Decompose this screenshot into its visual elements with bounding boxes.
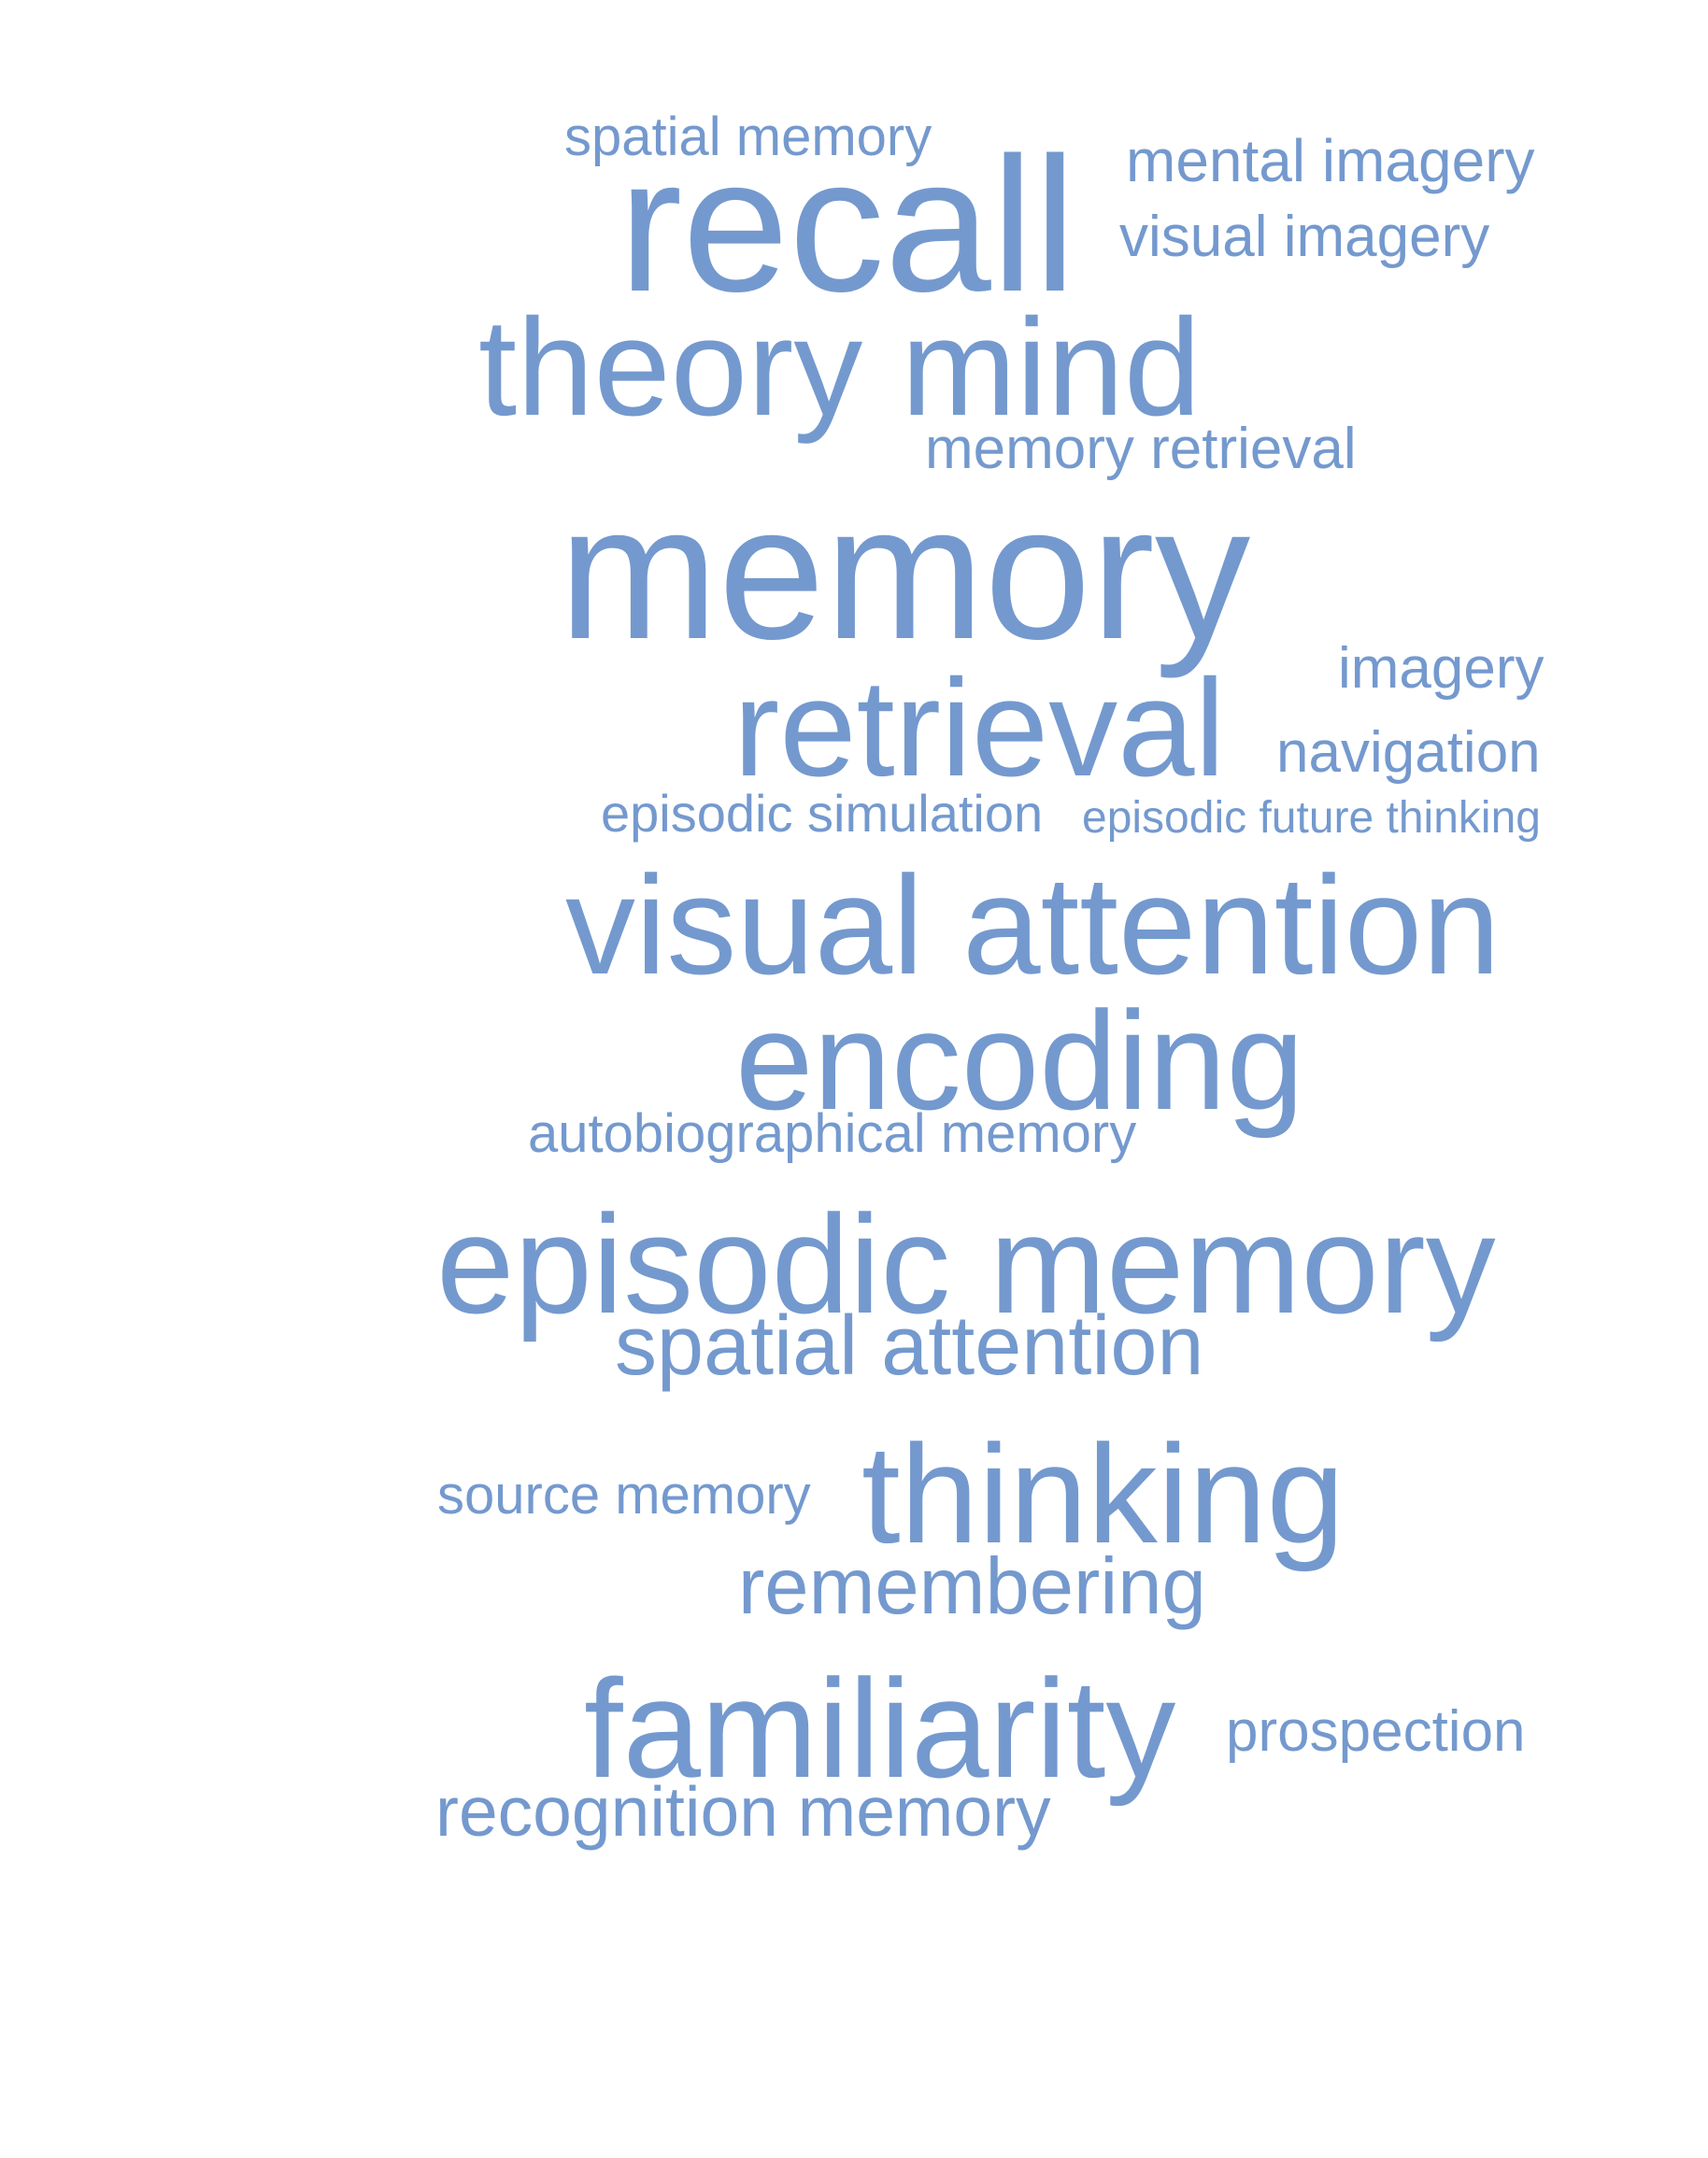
word-memory-retrieval: memory retrieval bbox=[925, 417, 1357, 481]
word-prospection: prospection bbox=[1226, 1699, 1526, 1764]
word-thinking: thinking bbox=[861, 1415, 1345, 1572]
word-visual-imagery: visual imagery bbox=[1119, 205, 1490, 269]
word-mental-imagery: mental imagery bbox=[1126, 127, 1535, 194]
word-spatial-memory: spatial memory bbox=[564, 106, 932, 167]
word-episodic-simulation: episodic simulation bbox=[601, 784, 1044, 843]
word-spatial-attention: spatial attention bbox=[615, 1299, 1204, 1393]
word-recall: recall bbox=[619, 118, 1076, 332]
word-visual-attention: visual attention bbox=[565, 846, 1501, 1003]
word-episodic-memory: episodic memory bbox=[436, 1185, 1496, 1342]
word-episodic-future-thinking: episodic future thinking bbox=[1082, 793, 1541, 843]
word-theory-mind: theory mind bbox=[478, 291, 1202, 445]
word-navigation: navigation bbox=[1276, 720, 1541, 785]
word-autobiographical-memory: autobiographical memory bbox=[528, 1103, 1137, 1164]
word-remembering: remembering bbox=[738, 1542, 1206, 1631]
word-recognition-memory: recognition memory bbox=[435, 1772, 1051, 1851]
word-source-memory: source memory bbox=[437, 1465, 811, 1526]
word-encoding: encoding bbox=[735, 982, 1304, 1139]
word-memory: memory bbox=[559, 465, 1251, 679]
word-retrieval: retrieval bbox=[733, 651, 1226, 805]
word-imagery: imagery bbox=[1338, 636, 1544, 701]
word-familiarity: familiarity bbox=[584, 1650, 1176, 1807]
